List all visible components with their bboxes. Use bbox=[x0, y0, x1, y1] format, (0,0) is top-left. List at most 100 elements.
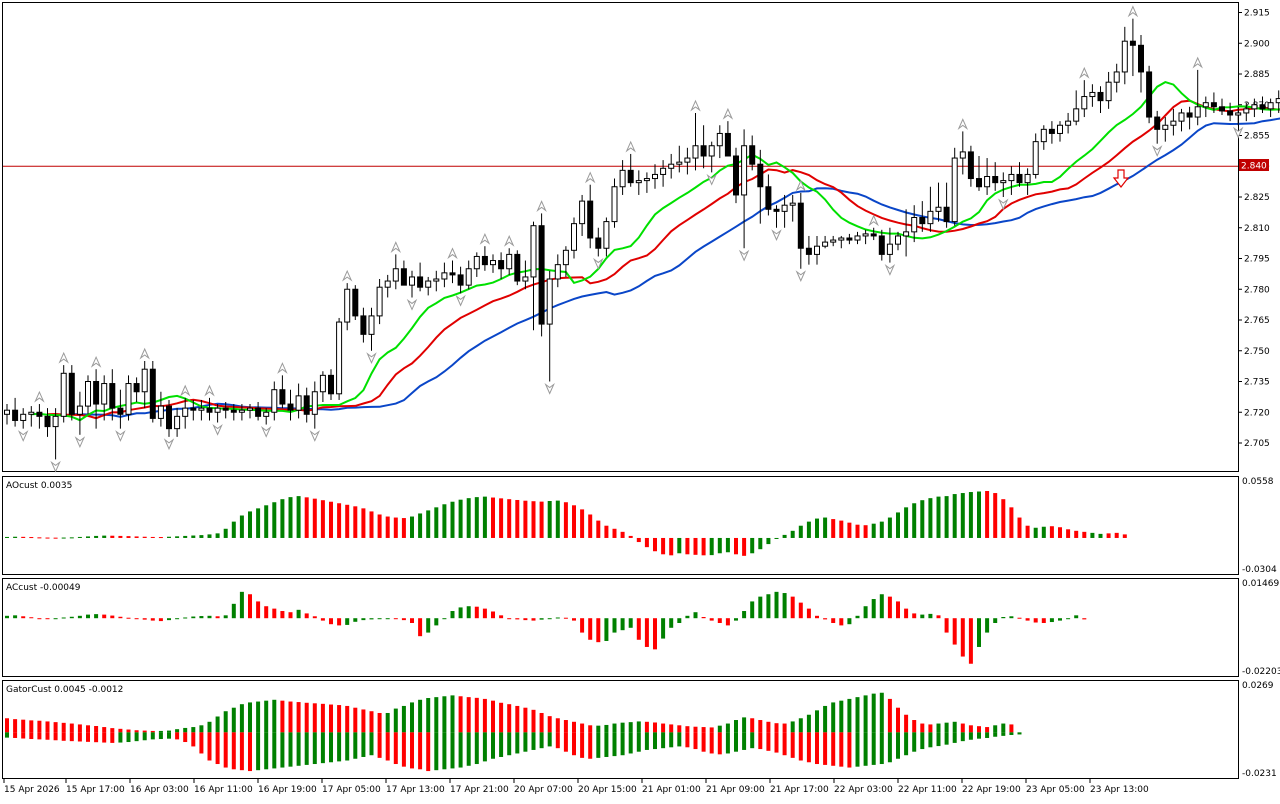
ac-bar bbox=[418, 618, 422, 636]
fractal-down-icon bbox=[311, 432, 319, 441]
candle bbox=[507, 248, 512, 275]
candle bbox=[458, 267, 463, 294]
price-tick-label: 2.810 bbox=[1244, 224, 1270, 234]
ac-bar bbox=[37, 618, 41, 619]
gator-upper-bar bbox=[847, 699, 851, 732]
gator-lower-bar bbox=[783, 732, 787, 755]
gator-lower-bar bbox=[677, 732, 681, 746]
ac-bar bbox=[669, 618, 673, 628]
candle bbox=[531, 222, 536, 331]
gator-upper-bar bbox=[256, 702, 260, 733]
ac-bar bbox=[847, 618, 851, 624]
candle bbox=[1098, 86, 1103, 113]
ao-bar bbox=[507, 499, 511, 538]
fractal-up-icon bbox=[343, 271, 351, 280]
candle-body bbox=[231, 410, 236, 412]
gator-upper-bar bbox=[418, 700, 422, 733]
candle bbox=[1228, 103, 1233, 121]
price-tick-label: 2.780 bbox=[1244, 285, 1270, 295]
candle-body bbox=[806, 248, 811, 254]
gator-lower-bar bbox=[110, 732, 114, 743]
candle bbox=[337, 318, 342, 400]
ao-bar bbox=[378, 514, 382, 537]
candle-body bbox=[1244, 109, 1249, 113]
gator-upper-bar bbox=[329, 705, 333, 733]
ao-bar bbox=[475, 497, 479, 538]
candle bbox=[839, 236, 844, 248]
gator-upper-bar bbox=[928, 724, 932, 732]
gator-upper-bar bbox=[969, 725, 973, 732]
candle-body bbox=[798, 203, 803, 248]
candle bbox=[175, 408, 180, 437]
candle bbox=[782, 195, 787, 228]
fractal-up-icon bbox=[449, 249, 457, 258]
candle-body bbox=[45, 416, 50, 426]
candle-body bbox=[758, 164, 763, 187]
candle-body bbox=[183, 408, 188, 416]
ao-bar bbox=[191, 536, 195, 538]
candle bbox=[879, 230, 884, 261]
gator-upper-bar bbox=[159, 731, 163, 732]
candle-body bbox=[256, 408, 261, 416]
gator-lower-bar bbox=[507, 732, 511, 755]
ao-bar bbox=[1026, 526, 1030, 538]
gator-upper-bar bbox=[515, 706, 519, 732]
candle bbox=[280, 375, 285, 408]
fractal-up-icon bbox=[141, 349, 149, 358]
ao-bar bbox=[1082, 532, 1086, 538]
gator-upper-bar bbox=[232, 708, 236, 733]
gator-lower-bar bbox=[556, 732, 560, 748]
gator-lower-bar bbox=[426, 732, 430, 771]
candle bbox=[750, 136, 755, 171]
gator-lower-bar bbox=[345, 732, 349, 760]
ac-bar bbox=[734, 618, 738, 620]
ao-bar bbox=[685, 538, 689, 554]
candle-body bbox=[572, 224, 577, 251]
ac-bar bbox=[337, 618, 341, 625]
candle-body bbox=[118, 408, 123, 414]
gator-upper-bar bbox=[961, 724, 965, 733]
gator-upper-bar bbox=[410, 702, 414, 732]
fractal-up-icon bbox=[181, 386, 189, 395]
ac-bar bbox=[750, 601, 754, 618]
candle bbox=[539, 213, 544, 336]
ao-bar bbox=[928, 498, 932, 538]
candle bbox=[742, 129, 747, 248]
fractal-down-icon bbox=[408, 300, 416, 309]
fractal-down-icon bbox=[886, 266, 894, 275]
candle-body bbox=[774, 209, 779, 211]
candle-body bbox=[1195, 107, 1200, 117]
gator-lower-bar bbox=[1018, 732, 1022, 734]
gator-lower-bar bbox=[580, 732, 584, 758]
gator-lower-bar bbox=[807, 732, 811, 762]
gator-lower-bar bbox=[985, 732, 989, 738]
time-label: 17 Apr 21:00 bbox=[450, 785, 509, 795]
gator-lower-bar bbox=[159, 732, 163, 739]
ac-bar bbox=[305, 613, 309, 618]
gator-lower-bar bbox=[451, 732, 455, 768]
gator-lower-bar bbox=[216, 732, 220, 764]
ao-bar bbox=[1018, 518, 1022, 538]
gator-lower-bar bbox=[394, 732, 398, 764]
candle-body bbox=[1114, 72, 1119, 82]
ao-bar bbox=[815, 519, 819, 538]
candle-body bbox=[288, 404, 293, 410]
candle-body bbox=[1066, 121, 1071, 125]
ac-panel-frame bbox=[3, 579, 1239, 677]
ac-bar bbox=[264, 606, 268, 618]
gator-lower-bar bbox=[710, 732, 714, 753]
gator-upper-bar bbox=[78, 724, 82, 732]
candle bbox=[126, 375, 131, 420]
candle-body bbox=[239, 410, 244, 412]
ao-bar bbox=[912, 503, 916, 538]
ao-bar bbox=[289, 497, 293, 538]
ac-bar bbox=[70, 617, 74, 618]
ac-bar bbox=[685, 616, 689, 618]
candle-body bbox=[167, 406, 172, 429]
fractal-up-icon bbox=[35, 392, 43, 401]
alligator-lines bbox=[31, 82, 1280, 420]
gator-lower-bar bbox=[961, 732, 965, 741]
candle-body bbox=[701, 146, 706, 156]
